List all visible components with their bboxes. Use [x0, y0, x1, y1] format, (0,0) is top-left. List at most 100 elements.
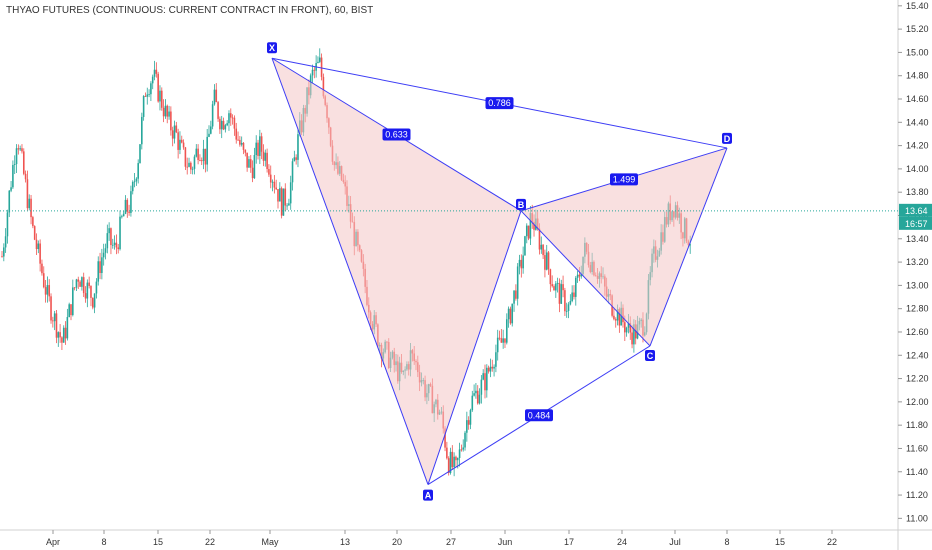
candle-body [569, 300, 572, 305]
candle-body [164, 105, 167, 117]
candle-body [226, 123, 228, 126]
point-label-bg [423, 489, 433, 501]
candle-body [498, 337, 501, 339]
candle-body [168, 111, 170, 117]
candle-body [484, 373, 486, 391]
candle-body [151, 76, 154, 84]
candle-body [13, 164, 16, 165]
candle-body [93, 293, 96, 308]
candle-body [493, 366, 495, 369]
price-tick-label: 11.60 [906, 443, 928, 453]
candle-body [99, 261, 101, 274]
candle-body [117, 247, 120, 250]
candle-body [231, 117, 234, 119]
candle-body [130, 191, 132, 213]
candle-body [491, 366, 494, 369]
candle-body [206, 136, 208, 165]
candle-body [160, 90, 163, 108]
candle-body [171, 130, 174, 139]
candle-body [560, 284, 563, 304]
candle-body [177, 132, 179, 150]
candle-body [157, 73, 159, 102]
candle-body [248, 159, 250, 168]
candle-body [455, 456, 457, 461]
candle-body [573, 292, 575, 297]
candle-body [449, 451, 452, 474]
time-tick-label: 17 [564, 537, 574, 547]
candle-body [86, 282, 89, 299]
candle-body [26, 179, 29, 209]
candle-body [1, 256, 3, 258]
candle-body [41, 263, 43, 274]
candle-body [77, 279, 80, 282]
candle-body [126, 199, 129, 212]
candle-body [141, 116, 143, 145]
candle-body [538, 228, 541, 250]
candle-body [571, 292, 573, 301]
candle-body [624, 322, 626, 333]
candle-body [68, 304, 70, 318]
candle-body [518, 259, 521, 267]
candle-body [235, 128, 238, 140]
price-tick-label: 15.40 [906, 1, 929, 11]
ratio-label-bg [610, 173, 638, 186]
candle-body [202, 148, 205, 161]
time-tick-label: 15 [775, 537, 785, 547]
point-label-bg [516, 198, 526, 210]
candle-body [633, 324, 635, 345]
price-tick-label: 11.00 [906, 513, 928, 523]
price-tick-label: 13.40 [906, 234, 929, 244]
time-tick-label: Apr [46, 537, 60, 547]
candle-body [618, 309, 621, 326]
candle-body [444, 428, 446, 448]
candle-body [33, 226, 36, 240]
candle-body [12, 164, 14, 188]
candle-body [213, 89, 216, 105]
ratio-label-bg [525, 409, 553, 422]
candle-body [297, 134, 299, 160]
candle-body [59, 332, 61, 338]
candle-body [159, 90, 161, 102]
candle-body [504, 338, 506, 343]
candle-body [293, 157, 296, 162]
candle-body [458, 449, 461, 458]
candle-body [467, 420, 470, 425]
candle-body [478, 394, 481, 404]
time-tick-label: 27 [446, 537, 456, 547]
candle-body [64, 327, 67, 339]
candle-body [81, 277, 83, 287]
candle-body [453, 456, 455, 468]
last-time-tag-bg [899, 216, 932, 230]
price-tick-label: 13.80 [906, 187, 929, 197]
candle-body [39, 243, 41, 264]
point-label-a: A [425, 491, 432, 501]
candle-body [215, 89, 218, 103]
time-tick-label: 22 [205, 537, 215, 547]
ratio-label: 0.633 [385, 130, 408, 140]
candle-body [242, 142, 245, 150]
candle-body [239, 139, 241, 145]
candle-body [542, 244, 544, 256]
candle-body [182, 142, 185, 148]
price-tick-label: 14.20 [906, 141, 929, 151]
candle-body [166, 105, 169, 117]
candle-body [28, 198, 31, 209]
candle-body [79, 281, 81, 287]
candle-body [464, 432, 466, 448]
candle-body [22, 151, 25, 174]
candle-body [46, 285, 49, 295]
candle-body [545, 252, 548, 270]
leg-cd [649, 147, 728, 347]
candle-body [578, 274, 581, 277]
candle-body [133, 181, 136, 183]
candle-body [90, 285, 92, 298]
candle-body [57, 332, 60, 338]
candle-body [502, 338, 504, 343]
candle-body [486, 367, 488, 391]
candle-body [447, 458, 450, 474]
price-tick-label: 13.20 [906, 257, 929, 267]
candle-body [282, 188, 285, 216]
candle-body [456, 457, 459, 461]
candle-body [131, 181, 134, 192]
